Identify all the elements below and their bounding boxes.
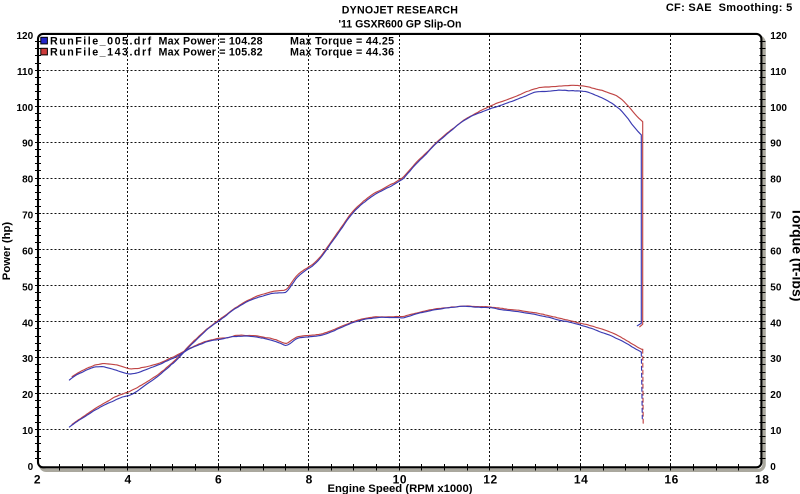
svg-text:40: 40	[770, 318, 782, 329]
svg-text:80: 80	[770, 175, 782, 186]
svg-text:40: 40	[22, 318, 34, 329]
svg-text:8: 8	[306, 473, 313, 487]
svg-text:20: 20	[770, 390, 782, 401]
svg-text:0: 0	[28, 462, 34, 473]
svg-text:70: 70	[22, 211, 34, 222]
svg-text:30: 30	[770, 354, 782, 365]
svg-text:18: 18	[755, 473, 770, 487]
svg-text:Power (hp): Power (hp)	[1, 222, 13, 281]
svg-text:20: 20	[22, 390, 34, 401]
svg-text:90: 90	[770, 139, 782, 150]
svg-text:10: 10	[393, 473, 408, 487]
svg-text:70: 70	[770, 211, 782, 222]
svg-text:Max Torque = 44.36: Max Torque = 44.36	[290, 47, 394, 59]
svg-text:12: 12	[483, 473, 498, 487]
svg-text:0: 0	[770, 462, 776, 473]
svg-text:RunFile_143.drf: RunFile_143.drf	[50, 47, 153, 59]
svg-text:Max Power = 104.28: Max Power = 104.28	[159, 36, 263, 48]
svg-text:CF: SAE Smoothing: 5: CF: SAE Smoothing: 5	[666, 2, 793, 14]
svg-text:80: 80	[22, 175, 34, 186]
svg-text:50: 50	[22, 282, 34, 293]
svg-text:'11 GSXR600 GP Slip-On: '11 GSXR600 GP Slip-On	[338, 19, 461, 31]
svg-text:2: 2	[34, 473, 41, 487]
svg-text:14: 14	[574, 473, 589, 487]
svg-text:60: 60	[22, 247, 34, 258]
svg-text:100: 100	[770, 103, 787, 114]
svg-text:Max Torque = 44.25: Max Torque = 44.25	[290, 36, 394, 48]
svg-text:10: 10	[770, 426, 782, 437]
svg-text:110: 110	[770, 67, 787, 78]
svg-text:Engine Speed (RPM x1000): Engine Speed (RPM x1000)	[327, 483, 472, 494]
svg-text:DYNOJET RESEARCH: DYNOJET RESEARCH	[342, 5, 458, 17]
svg-text:90: 90	[22, 139, 34, 150]
svg-text:Torque (ft-lbs): Torque (ft-lbs)	[790, 208, 800, 302]
svg-text:16: 16	[664, 473, 679, 487]
svg-text:120: 120	[770, 31, 787, 42]
svg-text:50: 50	[770, 282, 782, 293]
svg-text:4: 4	[124, 473, 131, 487]
svg-text:10: 10	[22, 426, 34, 437]
svg-text:6: 6	[215, 473, 222, 487]
svg-text:110: 110	[17, 67, 34, 78]
svg-text:100: 100	[17, 103, 34, 114]
svg-text:60: 60	[770, 247, 782, 258]
svg-text:Max Power = 105.82: Max Power = 105.82	[159, 47, 263, 59]
svg-text:120: 120	[17, 31, 34, 42]
svg-text:RunFile_005.drf: RunFile_005.drf	[50, 36, 153, 48]
svg-text:30: 30	[22, 354, 34, 365]
